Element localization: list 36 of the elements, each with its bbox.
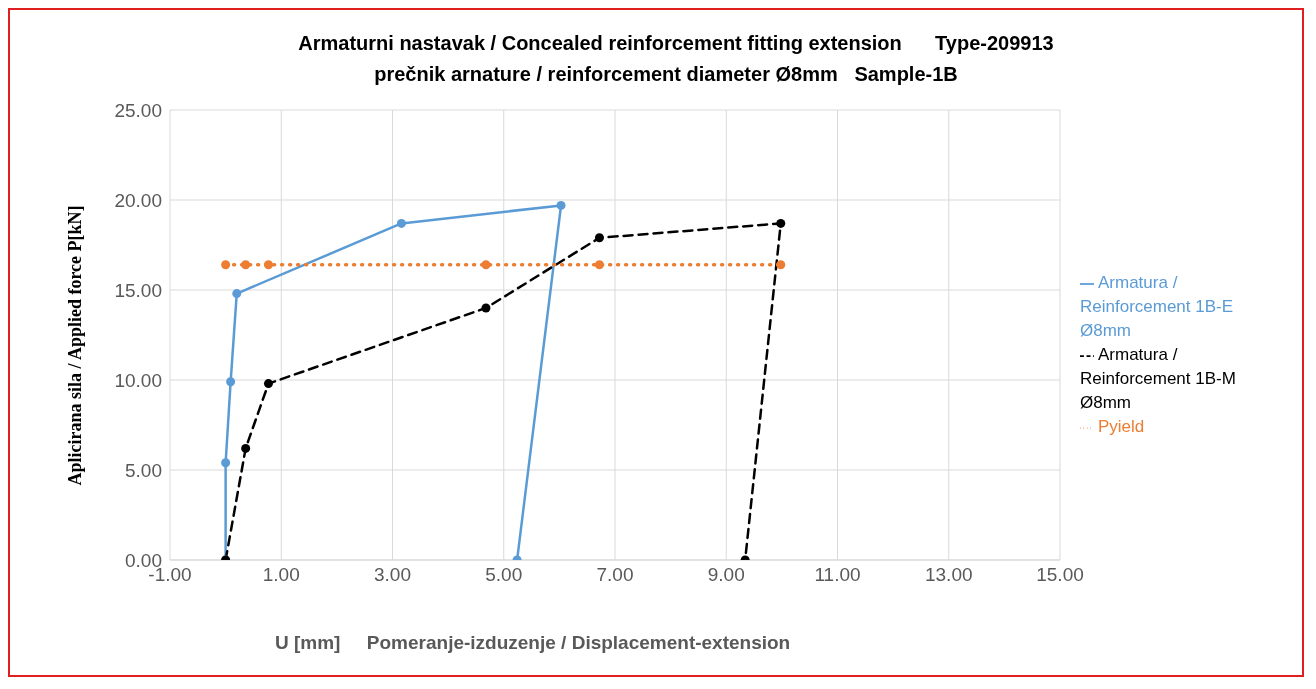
point bbox=[241, 443, 251, 453]
y-tick-label: 25.00 bbox=[114, 99, 162, 121]
point bbox=[221, 260, 231, 270]
chart-title: Armaturni nastavak / Concealed reinforcement fitting extension Type-209913 bbox=[297, 32, 1055, 55]
point bbox=[241, 260, 251, 270]
point bbox=[594, 260, 604, 270]
x-axis-title: U [mm] Pomeranje-izduzenje / Displacement-extension bbox=[275, 632, 791, 654]
point bbox=[226, 377, 236, 387]
legend-label: Pyield bbox=[1098, 417, 1145, 436]
x-tick-label: 7.00 bbox=[596, 564, 634, 586]
chart-subtitle: prečnik arnature / reinforcement diameter Ø8mm Sample-1B bbox=[373, 63, 959, 86]
point bbox=[263, 379, 273, 389]
point bbox=[776, 260, 786, 270]
x-tick-label: 13.00 bbox=[924, 564, 973, 586]
y-tick-label: 5.00 bbox=[125, 459, 162, 481]
point bbox=[481, 260, 491, 270]
x-tick-label: 15.00 bbox=[1036, 564, 1084, 586]
x-tick-label: 3.00 bbox=[374, 564, 411, 586]
y-tick-label: 15.00 bbox=[114, 279, 162, 301]
x-tick-label: 1.00 bbox=[262, 564, 300, 586]
x-tick-label: 11.00 bbox=[814, 564, 861, 586]
y-axis-title: Aplicirana sila / Applied force P[kN] bbox=[64, 204, 86, 486]
x-tick-label: 5.00 bbox=[485, 564, 523, 586]
legend-label: Armatura / Reinforcement 1B-M Ø8mm bbox=[1080, 345, 1236, 412]
point bbox=[263, 260, 273, 270]
x-tick-label: 9.00 bbox=[707, 564, 745, 586]
legend-label: Armatura / Reinforcement 1B-E Ø8mm bbox=[1080, 273, 1234, 340]
point bbox=[594, 233, 604, 243]
point bbox=[396, 218, 406, 228]
point bbox=[776, 218, 786, 228]
point bbox=[232, 289, 242, 299]
point bbox=[221, 458, 231, 468]
y-tick-label: 20.00 bbox=[114, 189, 162, 211]
point bbox=[481, 303, 491, 313]
y-tick-label: 10.00 bbox=[114, 369, 162, 391]
point bbox=[556, 200, 566, 210]
